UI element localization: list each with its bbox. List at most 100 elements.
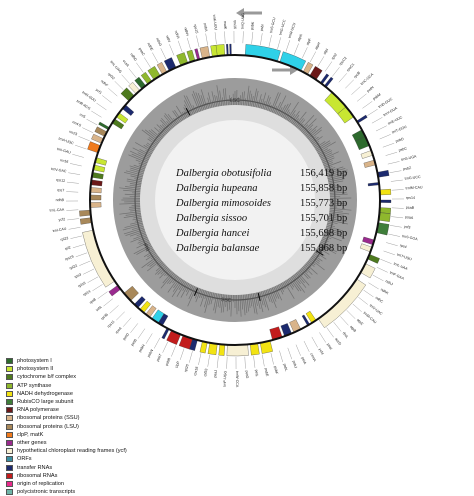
gene-label: psaI: [326, 343, 333, 351]
gene-leader: [254, 356, 255, 368]
gene-leader: [224, 31, 225, 43]
gene-leader: [180, 349, 184, 360]
legend-item: ribosomal proteins (SSU): [6, 414, 156, 422]
gene-leader: [115, 81, 124, 89]
gene-label: psbZ: [403, 166, 412, 171]
gene-block: [124, 286, 139, 301]
gene-label: ycf3: [404, 225, 411, 230]
gene-leader: [154, 338, 160, 349]
gene-label: trnS-GGA: [402, 234, 419, 241]
gene-leader: [384, 251, 395, 255]
gene-block: [226, 44, 228, 55]
gene-leader: [102, 95, 111, 102]
gene-block: [377, 170, 389, 177]
species-name: Dalbergia obotusifolia: [175, 168, 272, 179]
gene-leader: [129, 69, 137, 78]
gene-label: petN: [366, 85, 375, 93]
gene-label: rps8: [89, 297, 97, 304]
gene-leader: [69, 227, 81, 229]
gene-label: rbcL: [342, 331, 350, 339]
legend-item: ATP synthase: [6, 382, 156, 390]
gene-leader: [386, 243, 398, 246]
gene-label: rpl32: [107, 72, 116, 80]
gene-label: rpoC2: [338, 56, 347, 66]
gene-label: trnY-GUA: [383, 106, 399, 117]
gene-label: rrn5: [79, 113, 87, 120]
legend-item: polycistronic transcripts: [6, 488, 156, 496]
genome-length: 155,773 bp: [300, 198, 347, 209]
gene-leader: [390, 171, 402, 173]
gene-leader: [358, 297, 367, 304]
gene-leader: [97, 103, 107, 110]
gene-leader: [116, 312, 124, 321]
gene-leader: [304, 341, 309, 352]
legend-item: photosystem II: [6, 365, 156, 373]
gene-leader: [373, 275, 384, 281]
gene-label: rpl2: [64, 245, 71, 251]
gene-label: ycf1: [95, 88, 103, 95]
legend-item: RubisCO large subunit: [6, 398, 156, 406]
gene-label: ndhF: [100, 79, 109, 88]
gene-label: infA: [95, 305, 103, 312]
legend-item: ORFs: [6, 455, 156, 463]
gene-leader: [79, 261, 90, 266]
legend-item: other genes: [6, 439, 156, 447]
species-name: Dalbergia balansae: [175, 243, 260, 254]
gene-block: [380, 189, 391, 195]
gene-leader: [88, 277, 98, 283]
gene-label: rpl16: [77, 281, 86, 288]
gene-label: rpl23: [60, 236, 69, 242]
gene-block: [91, 180, 103, 186]
gene-leader: [78, 136, 89, 141]
gene-leader: [217, 356, 218, 368]
gene-label: rps19: [64, 255, 74, 262]
legend-swatch: [6, 432, 13, 438]
gene-label: rps7: [57, 188, 64, 192]
legend-label: cytochrome b/f complex: [17, 374, 76, 380]
gene-leader: [391, 217, 403, 218]
gene-label: ndhE: [146, 42, 154, 52]
gene-label: trnN-GUU: [81, 90, 97, 103]
gene-leader: [189, 351, 192, 363]
gene-block: [245, 44, 280, 61]
legend-swatch: [6, 366, 13, 372]
gene-block: [219, 344, 225, 355]
legend-swatch: [6, 481, 13, 487]
gene-label: trnQ-UUG: [241, 13, 246, 30]
gene-block: [80, 218, 92, 225]
gene-block: [230, 44, 232, 55]
gene-leader: [227, 357, 228, 369]
gene-label: trnK-UUU: [212, 14, 218, 30]
gene-label: matK: [223, 21, 228, 30]
gene-label: psaA: [405, 215, 414, 220]
gene-label: rrn4.5: [72, 120, 82, 128]
gene-leader: [198, 353, 201, 365]
gene-leader: [67, 219, 79, 220]
gene-block: [195, 49, 200, 60]
gene-leader: [310, 52, 316, 63]
gene-leader: [245, 357, 246, 369]
gene-leader: [372, 117, 382, 123]
gene-leader: [325, 62, 332, 72]
genome-length: 155,858 bp: [300, 183, 347, 194]
gene-label: trnA-UGC: [58, 137, 75, 146]
gene-leader: [376, 126, 387, 131]
gene-leader: [318, 56, 324, 66]
legend-item: origin of replication: [6, 480, 156, 488]
gene-leader: [377, 267, 388, 272]
gene-label: atpA: [297, 33, 304, 42]
gene-leader: [110, 305, 119, 313]
gene-label: trnfM-CAU: [405, 185, 423, 190]
gene-label: psaB: [406, 206, 415, 210]
gene-label: trnS-UGA: [401, 154, 418, 162]
legend-label: origin of replication: [17, 481, 64, 487]
gene-leader: [334, 322, 342, 331]
legend-swatch: [6, 383, 13, 389]
gene-leader: [288, 348, 292, 359]
gene-block: [227, 344, 249, 356]
gene-leader: [302, 47, 307, 58]
gene-leader: [243, 31, 244, 43]
gene-label: trnL-UAA: [393, 262, 409, 272]
gene-leader: [340, 316, 348, 325]
gene-label: psbD: [395, 137, 405, 144]
